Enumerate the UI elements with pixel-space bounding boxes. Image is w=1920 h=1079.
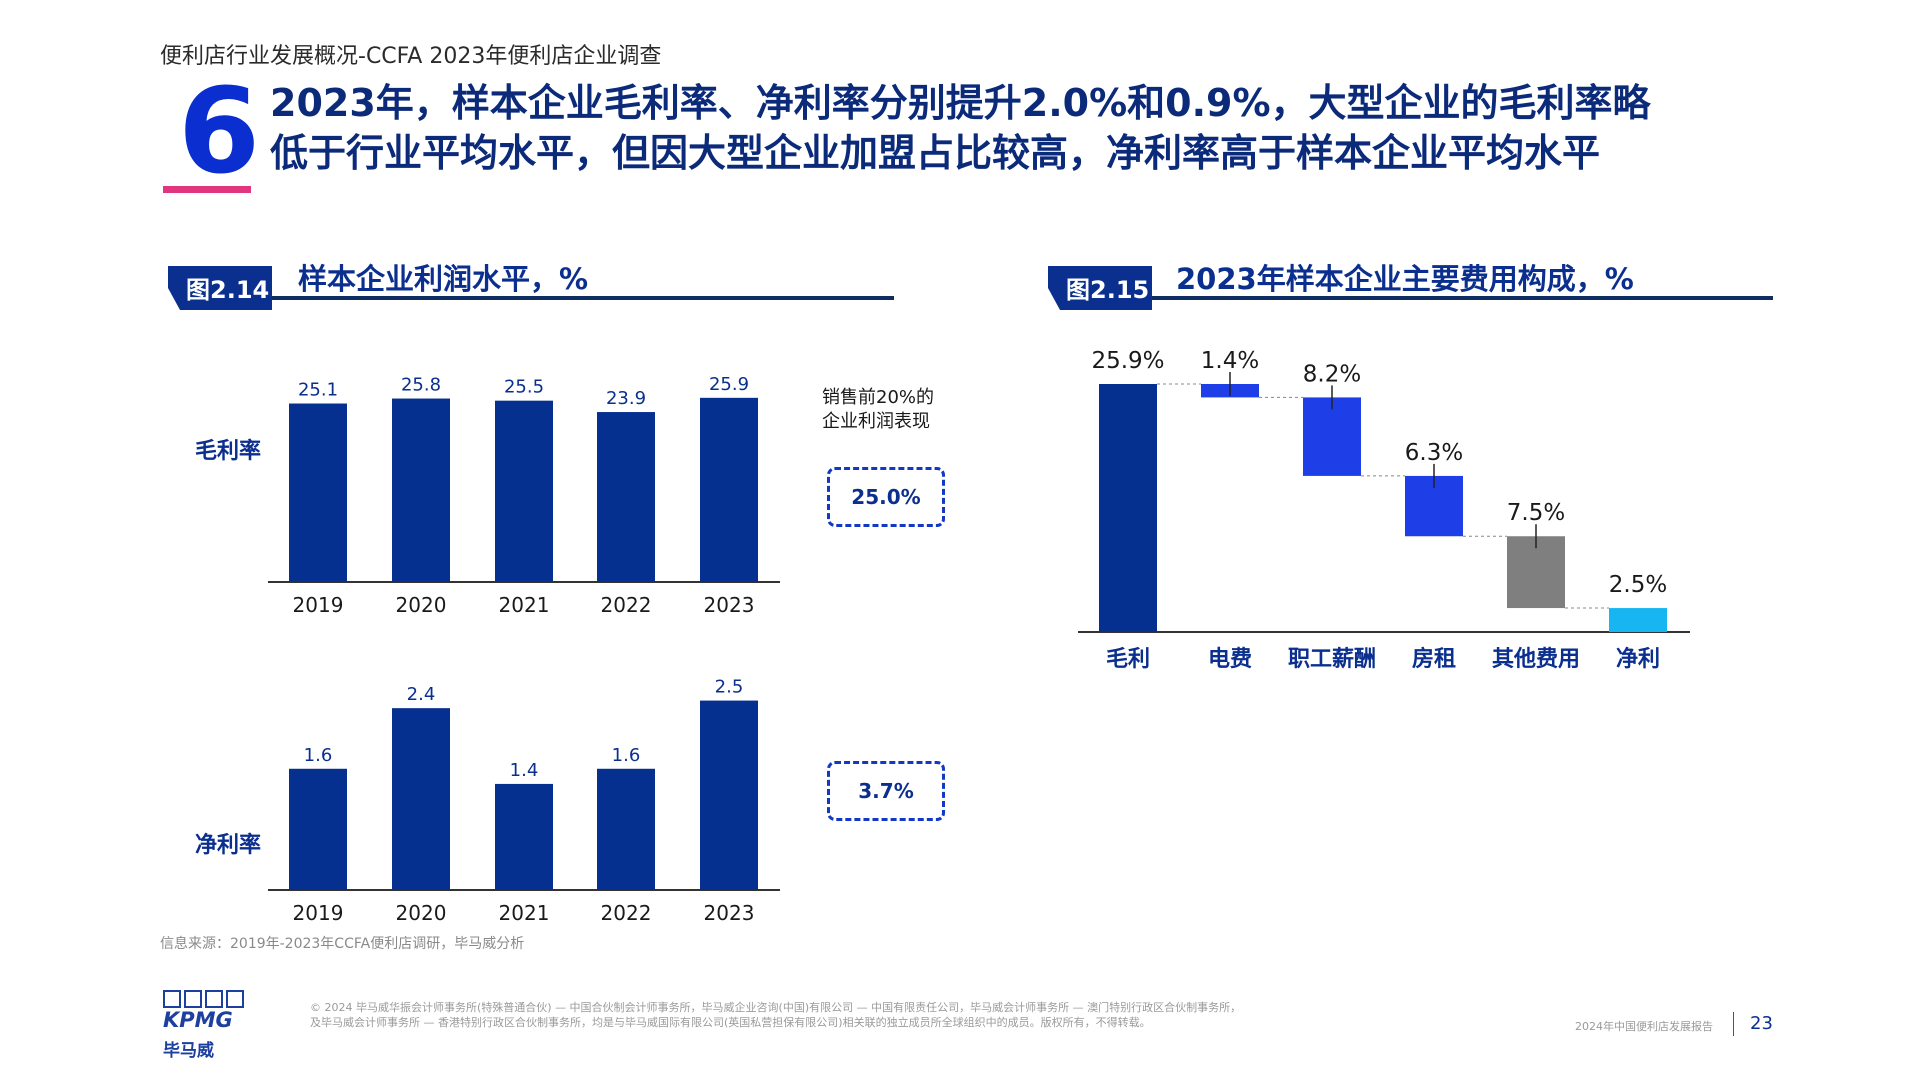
x-tick-label-net-2020: 2020 <box>396 901 447 925</box>
legal-notice: © 2024 毕马威华振会计师事务所(特殊普通合伙) — 中国合伙制会计师事务所… <box>310 1000 1330 1030</box>
data-label-gross-2020: 25.8 <box>401 375 441 396</box>
kpmg-logo: KPMG 毕马威 <box>163 990 253 1061</box>
bar-gross-2022 <box>597 412 655 582</box>
x-tick-label-gross-2021: 2021 <box>499 593 550 617</box>
waterfall-label-净利: 2.5% <box>1609 572 1667 598</box>
waterfall-category-职工薪酬: 职工薪酬 <box>1288 646 1376 672</box>
waterfall-label-其他费用: 7.5% <box>1507 500 1565 526</box>
legal-line-2: 及毕马威会计师事务所 — 香港特别行政区合伙制事务所，均是与毕马威国际有限公司(… <box>310 1016 1151 1029</box>
section-underline <box>163 186 251 193</box>
waterfall-label-职工薪酬: 8.2% <box>1303 361 1361 387</box>
breadcrumb: 便利店行业发展概况-CCFA 2023年便利店企业调查 <box>160 44 662 69</box>
source-note: 信息来源：2019年-2023年CCFA便利店调研，毕马威分析 <box>160 936 525 952</box>
data-label-net-2020: 2.4 <box>407 684 436 705</box>
headline-line-2: 低于行业平均水平，但因大型企业加盟占比较高，净利率高于样本企业平均水平 <box>270 131 1601 175</box>
waterfall-bar-职工薪酬 <box>1303 397 1361 476</box>
bar-net-2020 <box>392 708 450 890</box>
top20-note: 销售前20%的 企业利润表现 <box>822 386 934 434</box>
figure-title-left: 样本企业利润水平，% <box>298 262 589 296</box>
waterfall-category-净利: 净利 <box>1616 646 1660 672</box>
gross-margin-label: 毛利率 <box>195 439 262 464</box>
data-label-net-2019: 1.6 <box>304 745 333 766</box>
x-tick-label-net-2021: 2021 <box>499 901 550 925</box>
legal-line-1: © 2024 毕马威华振会计师事务所(特殊普通合伙) — 中国合伙制会计师事务所… <box>310 1001 1242 1014</box>
figure-rule-right <box>1152 296 1773 300</box>
figure-title-right: 2023年样本企业主要费用构成，% <box>1176 262 1634 296</box>
waterfall-label-房租: 6.3% <box>1405 440 1463 466</box>
page-title: 2023年，样本企业毛利率、净利率分别提升2.0%和0.9%，大型企业的毛利率略… <box>270 78 1890 178</box>
kpmg-logo-boxes <box>163 990 253 1008</box>
waterfall-bar-净利 <box>1609 608 1667 632</box>
top20-gross-margin-box: 25.0% <box>827 467 945 527</box>
bar-net-2022 <box>597 768 655 890</box>
x-tick-label-gross-2020: 2020 <box>396 593 447 617</box>
x-tick-label-net-2022: 2022 <box>601 901 652 925</box>
data-label-gross-2019: 25.1 <box>298 380 338 401</box>
top20-net-margin-box: 3.7% <box>827 761 945 821</box>
bar-net-2019 <box>289 768 347 890</box>
footer-divider <box>1733 1012 1734 1036</box>
top20-note-line-2: 企业利润表现 <box>822 411 930 432</box>
kpmg-logo-cn: 毕马威 <box>163 1041 214 1061</box>
bar-gross-2023 <box>700 397 758 582</box>
waterfall-category-毛利: 毛利 <box>1106 647 1150 672</box>
figure-badge-right: 图2.15 <box>1048 266 1152 310</box>
x-tick-label-gross-2023: 2023 <box>704 593 755 617</box>
bar-gross-2021 <box>495 400 553 582</box>
headline-line-1: 2023年，样本企业毛利率、净利率分别提升2.0%和0.9%，大型企业的毛利率略 <box>270 81 1651 125</box>
figure-badge-left: 图2.14 <box>168 266 272 310</box>
data-label-gross-2022: 23.9 <box>606 388 646 409</box>
waterfall-label-毛利: 25.9% <box>1091 348 1164 374</box>
bar-net-2023 <box>700 700 758 890</box>
waterfall-category-房租: 房租 <box>1412 646 1456 672</box>
waterfall-bar-毛利 <box>1099 384 1157 632</box>
x-tick-label-gross-2022: 2022 <box>601 593 652 617</box>
x-tick-label-net-2019: 2019 <box>293 901 344 925</box>
top20-note-line-1: 销售前20%的 <box>822 387 935 408</box>
waterfall-category-其他费用: 其他费用 <box>1492 647 1580 672</box>
page-number: 23 <box>1750 1013 1773 1034</box>
data-label-net-2021: 1.4 <box>510 760 539 781</box>
bar-gross-2020 <box>392 398 450 582</box>
data-label-net-2022: 1.6 <box>612 745 641 766</box>
net-margin-label: 净利率 <box>195 833 262 858</box>
report-name: 2024年中国便利店发展报告 <box>1575 1020 1713 1033</box>
x-tick-label-net-2023: 2023 <box>704 901 755 925</box>
figure-rule-left <box>272 296 894 300</box>
data-label-gross-2021: 25.5 <box>504 377 544 398</box>
x-tick-label-gross-2019: 2019 <box>293 593 344 617</box>
waterfall-label-电费: 1.4% <box>1201 348 1259 374</box>
bar-net-2021 <box>495 783 553 890</box>
bar-gross-2019 <box>289 403 347 582</box>
kpmg-logo-text: KPMG <box>163 1008 233 1032</box>
section-number: 6 <box>178 62 261 200</box>
data-label-gross-2023: 25.9 <box>709 374 749 395</box>
waterfall-category-电费: 电费 <box>1208 647 1252 672</box>
data-label-net-2023: 2.5 <box>715 677 744 698</box>
